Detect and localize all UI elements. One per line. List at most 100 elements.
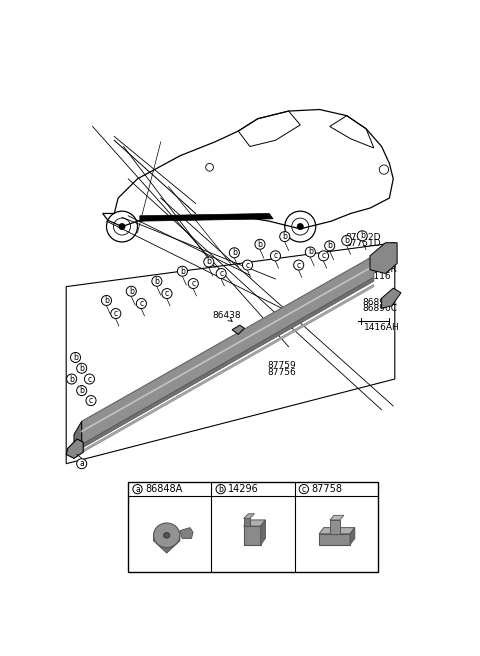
Circle shape (77, 459, 87, 469)
Text: c: c (191, 279, 195, 288)
Text: 1416AH: 1416AH (364, 323, 399, 332)
Polygon shape (330, 516, 344, 520)
Text: c: c (322, 251, 325, 260)
Text: c: c (87, 375, 92, 384)
Text: 86890C: 86890C (362, 304, 397, 314)
Circle shape (294, 260, 304, 270)
Circle shape (162, 289, 172, 298)
Polygon shape (82, 256, 374, 445)
Polygon shape (244, 518, 250, 526)
Text: 84126R: 84126R (362, 265, 397, 274)
Text: c: c (219, 269, 223, 278)
Text: b: b (257, 240, 263, 249)
Circle shape (342, 236, 352, 245)
Circle shape (270, 251, 280, 261)
Text: b: b (282, 232, 287, 241)
Polygon shape (66, 439, 83, 459)
Circle shape (67, 374, 77, 384)
Polygon shape (244, 526, 261, 544)
Polygon shape (244, 514, 254, 518)
Circle shape (111, 308, 121, 319)
Text: b: b (180, 267, 185, 276)
Text: b: b (69, 375, 74, 384)
Text: b: b (73, 353, 78, 362)
Circle shape (204, 257, 214, 267)
Polygon shape (244, 520, 265, 526)
Circle shape (77, 386, 87, 396)
Text: 86895C: 86895C (362, 298, 397, 306)
Polygon shape (140, 213, 273, 221)
Circle shape (318, 251, 328, 261)
Text: 14296: 14296 (228, 484, 259, 494)
Circle shape (299, 485, 309, 494)
Text: b: b (155, 277, 159, 286)
Ellipse shape (164, 533, 170, 538)
Text: b: b (344, 236, 349, 245)
Circle shape (71, 352, 81, 363)
Circle shape (136, 298, 146, 308)
Polygon shape (370, 243, 397, 274)
Text: 86438: 86438 (213, 310, 241, 319)
Text: 87758: 87758 (312, 484, 343, 494)
Text: b: b (206, 257, 211, 266)
Text: c: c (114, 309, 118, 318)
Text: b: b (232, 248, 237, 257)
Polygon shape (261, 520, 265, 544)
Text: b: b (218, 485, 223, 493)
Circle shape (84, 374, 95, 384)
Polygon shape (154, 535, 180, 553)
Polygon shape (180, 527, 193, 539)
Polygon shape (232, 325, 244, 335)
Text: 87759: 87759 (268, 361, 297, 370)
Text: 86848A: 86848A (145, 484, 182, 494)
Text: a: a (79, 459, 84, 468)
Circle shape (152, 276, 162, 286)
Circle shape (297, 224, 303, 230)
Circle shape (126, 286, 136, 297)
Circle shape (86, 396, 96, 405)
Text: 84116: 84116 (362, 272, 391, 281)
Circle shape (188, 279, 198, 289)
Text: c: c (165, 289, 169, 298)
Circle shape (229, 248, 240, 258)
Text: b: b (360, 232, 365, 240)
Polygon shape (74, 421, 82, 456)
Circle shape (357, 231, 367, 241)
Circle shape (324, 241, 335, 251)
Circle shape (280, 232, 290, 241)
Polygon shape (319, 527, 355, 534)
Ellipse shape (154, 523, 180, 548)
Circle shape (216, 268, 226, 279)
Text: c: c (139, 299, 144, 308)
Text: c: c (297, 260, 301, 270)
Polygon shape (330, 520, 340, 534)
Circle shape (77, 363, 87, 373)
Polygon shape (382, 288, 401, 308)
Polygon shape (319, 534, 350, 544)
Polygon shape (82, 277, 374, 448)
Text: c: c (302, 485, 306, 493)
Text: c: c (274, 251, 277, 260)
Polygon shape (350, 527, 355, 544)
Circle shape (119, 224, 125, 230)
Text: 87752D: 87752D (345, 233, 381, 242)
Circle shape (178, 266, 188, 276)
Circle shape (255, 239, 265, 249)
Text: b: b (79, 363, 84, 373)
Text: c: c (245, 260, 250, 270)
Text: b: b (327, 241, 332, 251)
Circle shape (133, 485, 142, 494)
Text: b: b (79, 386, 84, 395)
Text: b: b (129, 287, 134, 296)
Polygon shape (82, 284, 374, 453)
Text: 87751D: 87751D (345, 239, 381, 248)
Circle shape (242, 260, 252, 270)
Polygon shape (82, 256, 374, 434)
Text: a: a (135, 485, 140, 493)
Text: b: b (308, 247, 313, 256)
Circle shape (216, 485, 225, 494)
Text: c: c (89, 396, 93, 405)
Circle shape (305, 247, 315, 257)
Text: b: b (104, 296, 109, 305)
Circle shape (101, 295, 111, 306)
